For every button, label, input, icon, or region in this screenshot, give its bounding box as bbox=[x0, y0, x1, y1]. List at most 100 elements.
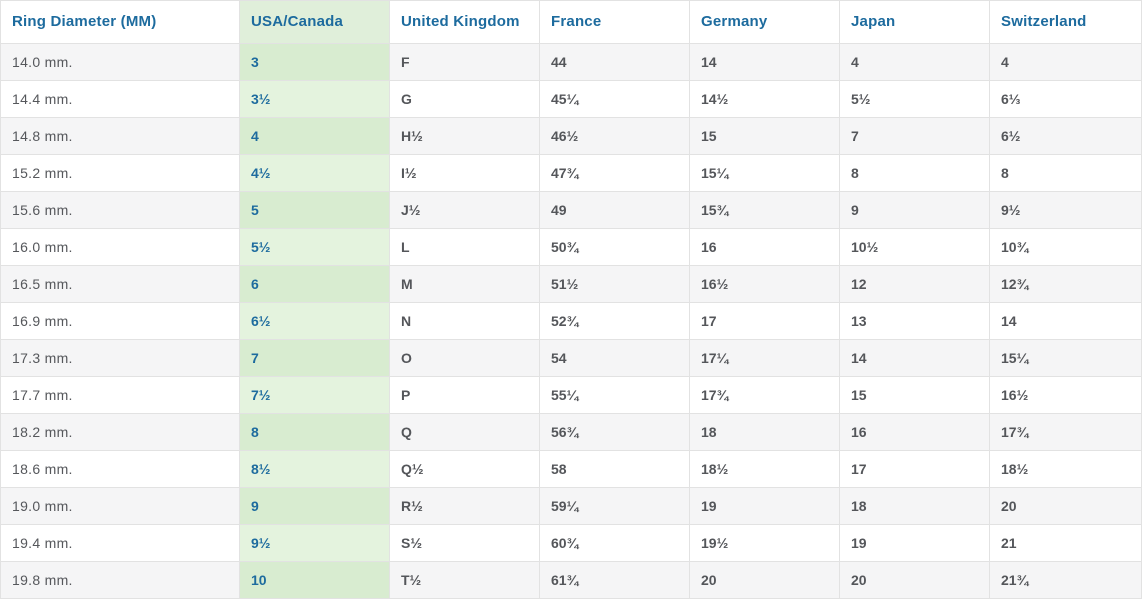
table-cell-germany: 18 bbox=[689, 413, 840, 451]
table-cell-united-kingdom: H½ bbox=[389, 117, 540, 155]
table-row: 17.3 mm. 7 O 54 17¼ 14 15¼ bbox=[0, 339, 1142, 377]
table-cell-ring-diameter-mm: 14.8 mm. bbox=[0, 117, 240, 155]
table-cell-switzerland: 17¾ bbox=[989, 413, 1142, 451]
table-row: 14.4 mm. 3½ G 45¼ 14½ 5½ 6⅓ bbox=[0, 80, 1142, 118]
table-cell-switzerland: 6½ bbox=[989, 117, 1142, 155]
table-cell-ring-diameter-mm: 17.7 mm. bbox=[0, 376, 240, 414]
column-header-switzerland: Switzerland bbox=[989, 0, 1142, 44]
table-cell-united-kingdom: M bbox=[389, 265, 540, 303]
table-cell-japan: 12 bbox=[839, 265, 990, 303]
table-cell-japan: 4 bbox=[839, 43, 990, 81]
table-cell-japan: 17 bbox=[839, 450, 990, 488]
table-cell-japan: 5½ bbox=[839, 80, 990, 118]
table-cell-france: 60¾ bbox=[539, 524, 690, 562]
table-cell-switzerland: 4 bbox=[989, 43, 1142, 81]
table-cell-japan: 8 bbox=[839, 154, 990, 192]
table-cell-switzerland: 18½ bbox=[989, 450, 1142, 488]
table-cell-switzerland: 12¾ bbox=[989, 265, 1142, 303]
table-cell-usa-canada: 6 bbox=[239, 265, 390, 303]
table-row: 15.2 mm. 4½ I½ 47¾ 15¼ 8 8 bbox=[0, 154, 1142, 192]
table-row: 19.0 mm. 9 R½ 59¼ 19 18 20 bbox=[0, 487, 1142, 525]
table-cell-usa-canada: 6½ bbox=[239, 302, 390, 340]
table-cell-france: 49 bbox=[539, 191, 690, 229]
table-cell-germany: 14½ bbox=[689, 80, 840, 118]
table-cell-switzerland: 16½ bbox=[989, 376, 1142, 414]
table-row: 19.8 mm. 10 T½ 61¾ 20 20 21¾ bbox=[0, 561, 1142, 599]
table-cell-france: 58 bbox=[539, 450, 690, 488]
table-cell-usa-canada: 8 bbox=[239, 413, 390, 451]
table-cell-usa-canada: 4½ bbox=[239, 154, 390, 192]
table-cell-japan: 20 bbox=[839, 561, 990, 599]
table-cell-switzerland: 9½ bbox=[989, 191, 1142, 229]
table-body: 14.0 mm. 3 F 44 14 4 4 14.4 mm. 3½ G 45¼ 14½ 5½ 6⅓ 14.… bbox=[0, 43, 1142, 599]
table-row: 15.6 mm. 5 J½ 49 15¾ 9 9½ bbox=[0, 191, 1142, 229]
table-cell-usa-canada: 5½ bbox=[239, 228, 390, 266]
table-cell-ring-diameter-mm: 18.6 mm. bbox=[0, 450, 240, 488]
table-cell-ring-diameter-mm: 16.5 mm. bbox=[0, 265, 240, 303]
table-cell-usa-canada: 8½ bbox=[239, 450, 390, 488]
table-cell-ring-diameter-mm: 19.4 mm. bbox=[0, 524, 240, 562]
table-cell-usa-canada: 3 bbox=[239, 43, 390, 81]
column-header-france: France bbox=[539, 0, 690, 44]
table-row: 16.9 mm. 6½ N 52¾ 17 13 14 bbox=[0, 302, 1142, 340]
table-cell-usa-canada: 4 bbox=[239, 117, 390, 155]
table-cell-united-kingdom: S½ bbox=[389, 524, 540, 562]
column-header-united-kingdom: United Kingdom bbox=[389, 0, 540, 44]
table-cell-japan: 16 bbox=[839, 413, 990, 451]
table-cell-japan: 9 bbox=[839, 191, 990, 229]
table-cell-germany: 17¾ bbox=[689, 376, 840, 414]
table-cell-usa-canada: 9½ bbox=[239, 524, 390, 562]
table-cell-japan: 18 bbox=[839, 487, 990, 525]
column-header-germany: Germany bbox=[689, 0, 840, 44]
table-cell-france: 61¾ bbox=[539, 561, 690, 599]
table-cell-france: 46½ bbox=[539, 117, 690, 155]
column-header-usa-canada: USA/Canada bbox=[239, 0, 390, 44]
table-cell-usa-canada: 7 bbox=[239, 339, 390, 377]
table-cell-switzerland: 21 bbox=[989, 524, 1142, 562]
table-cell-switzerland: 15¼ bbox=[989, 339, 1142, 377]
table-cell-japan: 19 bbox=[839, 524, 990, 562]
table-cell-switzerland: 6⅓ bbox=[989, 80, 1142, 118]
table-cell-ring-diameter-mm: 16.9 mm. bbox=[0, 302, 240, 340]
table-cell-switzerland: 10¾ bbox=[989, 228, 1142, 266]
table-cell-united-kingdom: J½ bbox=[389, 191, 540, 229]
table-cell-united-kingdom: Q bbox=[389, 413, 540, 451]
table-cell-japan: 15 bbox=[839, 376, 990, 414]
table-cell-switzerland: 14 bbox=[989, 302, 1142, 340]
table-row: 19.4 mm. 9½ S½ 60¾ 19½ 19 21 bbox=[0, 524, 1142, 562]
table-cell-switzerland: 8 bbox=[989, 154, 1142, 192]
table-cell-france: 59¼ bbox=[539, 487, 690, 525]
table-cell-ring-diameter-mm: 15.2 mm. bbox=[0, 154, 240, 192]
table-cell-united-kingdom: I½ bbox=[389, 154, 540, 192]
table-cell-germany: 15¾ bbox=[689, 191, 840, 229]
column-header-japan: Japan bbox=[839, 0, 990, 44]
table-cell-switzerland: 21¾ bbox=[989, 561, 1142, 599]
table-cell-united-kingdom: G bbox=[389, 80, 540, 118]
table-cell-japan: 13 bbox=[839, 302, 990, 340]
table-cell-japan: 14 bbox=[839, 339, 990, 377]
table-cell-united-kingdom: Q½ bbox=[389, 450, 540, 488]
table-row: 14.0 mm. 3 F 44 14 4 4 bbox=[0, 43, 1142, 81]
column-header-ring-diameter-mm: Ring Diameter (MM) bbox=[0, 0, 240, 44]
table-cell-germany: 20 bbox=[689, 561, 840, 599]
table-cell-germany: 15¼ bbox=[689, 154, 840, 192]
table-cell-ring-diameter-mm: 14.0 mm. bbox=[0, 43, 240, 81]
table-cell-france: 55¼ bbox=[539, 376, 690, 414]
table-cell-united-kingdom: T½ bbox=[389, 561, 540, 599]
table-cell-japan: 7 bbox=[839, 117, 990, 155]
table-row: 16.5 mm. 6 M 51½ 16½ 12 12¾ bbox=[0, 265, 1142, 303]
table-cell-usa-canada: 5 bbox=[239, 191, 390, 229]
table-cell-france: 45¼ bbox=[539, 80, 690, 118]
table-cell-ring-diameter-mm: 17.3 mm. bbox=[0, 339, 240, 377]
table-cell-usa-canada: 3½ bbox=[239, 80, 390, 118]
table-cell-germany: 19½ bbox=[689, 524, 840, 562]
table-cell-ring-diameter-mm: 19.0 mm. bbox=[0, 487, 240, 525]
table-row: 18.6 mm. 8½ Q½ 58 18½ 17 18½ bbox=[0, 450, 1142, 488]
table-cell-united-kingdom: N bbox=[389, 302, 540, 340]
table-cell-united-kingdom: O bbox=[389, 339, 540, 377]
table-cell-france: 54 bbox=[539, 339, 690, 377]
table-cell-france: 51½ bbox=[539, 265, 690, 303]
table-cell-france: 56¾ bbox=[539, 413, 690, 451]
table-cell-usa-canada: 7½ bbox=[239, 376, 390, 414]
